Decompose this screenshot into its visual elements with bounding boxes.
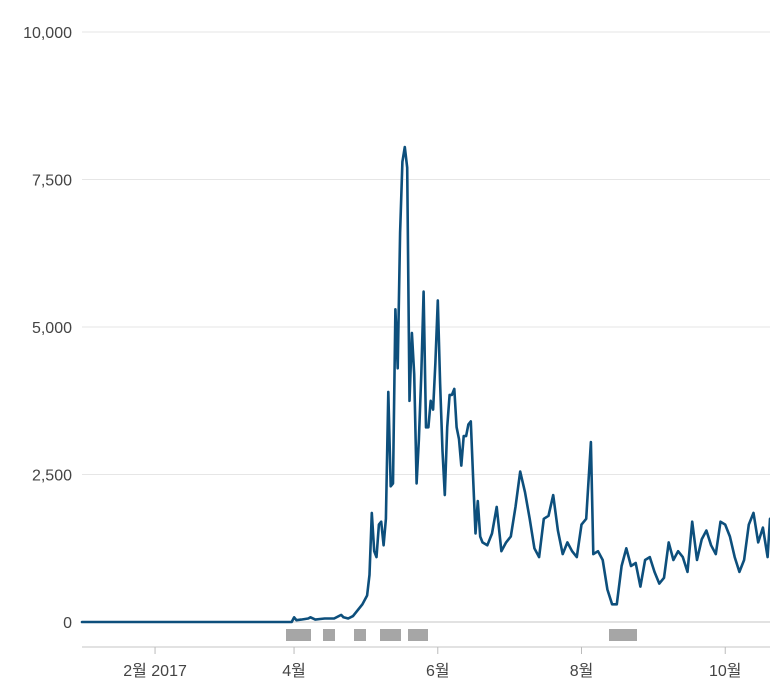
- x-tick-label: 2월 2017: [123, 662, 187, 680]
- series-line-0: [80, 145, 770, 624]
- event-markers: [286, 629, 637, 641]
- event-marker-4: [408, 629, 428, 641]
- y-tick-label: 5,000: [32, 320, 72, 337]
- y-tick-label: 10,000: [23, 25, 72, 42]
- event-marker-1: [323, 629, 335, 641]
- event-marker-0: [286, 629, 311, 641]
- y-tick-label: 2,500: [32, 468, 72, 485]
- x-tick-label: 4월: [282, 662, 306, 680]
- event-marker-2: [354, 629, 366, 641]
- x-tick-label: 6월: [426, 662, 450, 680]
- event-marker-3: [380, 629, 401, 641]
- series-layer: [80, 145, 770, 624]
- gridlines: [82, 31, 770, 648]
- event-marker-5: [609, 629, 637, 641]
- x-tick-label: 10월: [709, 662, 742, 680]
- x-tick-label: 8월: [570, 662, 594, 680]
- y-tick-label: 7,500: [32, 173, 72, 190]
- y-tick-label: 0: [63, 615, 72, 632]
- y-axis: 0 2,500 5,000 7,500 10,000: [23, 25, 72, 632]
- x-axis: 2월 2017 4월 6월 8월 10월: [123, 647, 741, 680]
